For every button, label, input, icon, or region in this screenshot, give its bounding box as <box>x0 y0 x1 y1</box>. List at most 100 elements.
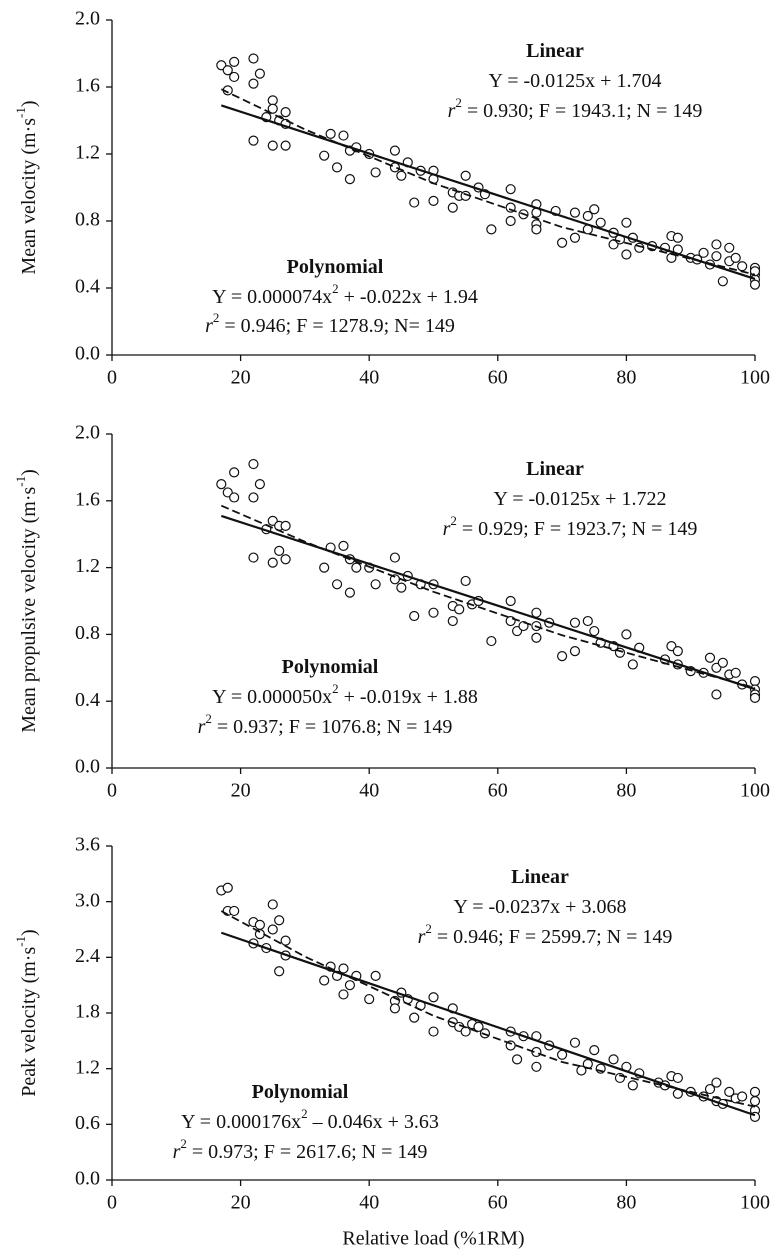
text-part: Y = 0.000074x <box>212 286 332 308</box>
point <box>325 128 336 139</box>
point <box>319 975 330 986</box>
point <box>267 103 278 114</box>
y-tick-label: 2.0 <box>75 422 100 444</box>
text-part: 2 <box>301 1106 308 1121</box>
point <box>344 174 356 185</box>
y-tick-label: 0.0 <box>75 343 100 365</box>
y-tick-label: 1.2 <box>75 1056 100 1078</box>
point <box>229 71 240 83</box>
point <box>428 195 439 206</box>
point <box>222 882 233 893</box>
point <box>254 479 265 490</box>
text-part: 2 <box>213 310 220 325</box>
point <box>505 615 516 627</box>
text-part: -1 <box>13 476 28 487</box>
point <box>569 232 581 243</box>
point <box>627 659 638 670</box>
y-tick-label: 0.0 <box>75 756 100 778</box>
point <box>370 579 381 590</box>
point <box>229 905 240 917</box>
point <box>389 145 401 156</box>
point <box>531 224 542 235</box>
point <box>248 78 259 89</box>
y-axis-label: Peak velocity (m·s-1) <box>13 929 39 1096</box>
x-tick-label: 100 <box>740 780 770 802</box>
point <box>737 1091 748 1102</box>
point <box>216 479 227 490</box>
text-part: 2 <box>455 95 462 110</box>
fit-line <box>220 504 756 689</box>
x-axis-label: Relative load (%1RM) <box>342 1228 524 1250</box>
point <box>505 184 516 195</box>
point <box>447 202 458 213</box>
point <box>704 1083 716 1095</box>
point <box>331 162 343 173</box>
text-part: – 0.046x + 3.63 <box>308 1111 439 1133</box>
point <box>621 629 632 640</box>
point <box>595 217 606 228</box>
y-tick-label: 1.6 <box>75 75 100 97</box>
point <box>396 582 407 593</box>
text-part: ) <box>18 469 40 476</box>
y-tick-label: 1.6 <box>75 488 100 510</box>
fit-line <box>220 514 756 691</box>
point <box>608 1054 619 1065</box>
point <box>409 1012 420 1023</box>
y-tick-label: 1.2 <box>75 555 100 577</box>
text-part: Polynomial <box>287 256 384 278</box>
point <box>531 607 542 618</box>
x-tick-label: 80 <box>616 367 636 389</box>
text-part: = 0.929; F = 1923.7; N = 149 <box>457 518 698 540</box>
point <box>486 635 497 647</box>
point <box>589 625 600 637</box>
fit-line <box>220 910 756 1108</box>
annotation: Linear <box>526 458 584 480</box>
fit-line <box>220 931 756 1117</box>
point <box>569 1037 581 1048</box>
point <box>556 237 568 248</box>
point <box>229 467 240 478</box>
fit-line <box>220 88 756 276</box>
point <box>711 689 722 700</box>
text-part: r <box>198 716 206 738</box>
annotation: r2 = 0.973; F = 2617.6; N = 149 <box>173 1136 428 1162</box>
x-tick-label: 60 <box>488 1192 508 1214</box>
y-tick-label: 0.0 <box>75 1168 100 1190</box>
text-part: r <box>448 100 456 122</box>
annotation: Y = 0.000176x2 – 0.046x + 3.63 <box>181 1106 439 1132</box>
point <box>569 645 581 657</box>
x-tick-label: 60 <box>488 367 508 389</box>
point <box>627 1080 638 1091</box>
x-tick-label: 20 <box>231 1192 251 1214</box>
text-part: 2 <box>332 681 339 696</box>
point <box>267 899 278 910</box>
annotation: r2 = 0.946; F = 2599.7; N = 149 <box>418 921 673 947</box>
text-part: = 0.937; F = 1076.8; N = 149 <box>212 716 453 738</box>
text-part: Mean velocity (m·s <box>18 118 40 275</box>
y-tick-label: 1.2 <box>75 142 100 164</box>
point <box>280 140 291 151</box>
x-tick-label: 0 <box>107 780 117 802</box>
point <box>344 980 356 991</box>
point <box>486 224 497 235</box>
text-part: Y = 0.000050x <box>212 686 332 708</box>
point <box>569 617 581 628</box>
y-tick-label: 0.8 <box>75 622 100 644</box>
x-tick-label: 20 <box>231 780 251 802</box>
text-part: -1 <box>13 936 28 947</box>
text-part: = 0.946; F = 1278.9; N= 149 <box>219 315 455 337</box>
point <box>338 540 349 551</box>
point <box>319 562 330 573</box>
point <box>338 989 349 1000</box>
point <box>711 251 722 262</box>
point <box>254 68 265 79</box>
point <box>711 1077 722 1088</box>
text-part: Peak velocity (m·s <box>18 947 40 1097</box>
point <box>428 992 439 1003</box>
point <box>749 1086 761 1097</box>
y-tick-label: 0.4 <box>75 276 100 298</box>
point <box>280 520 291 531</box>
annotation: Y = -0.0237x + 3.068 <box>454 896 627 918</box>
annotation: Polynomial <box>252 1081 349 1103</box>
